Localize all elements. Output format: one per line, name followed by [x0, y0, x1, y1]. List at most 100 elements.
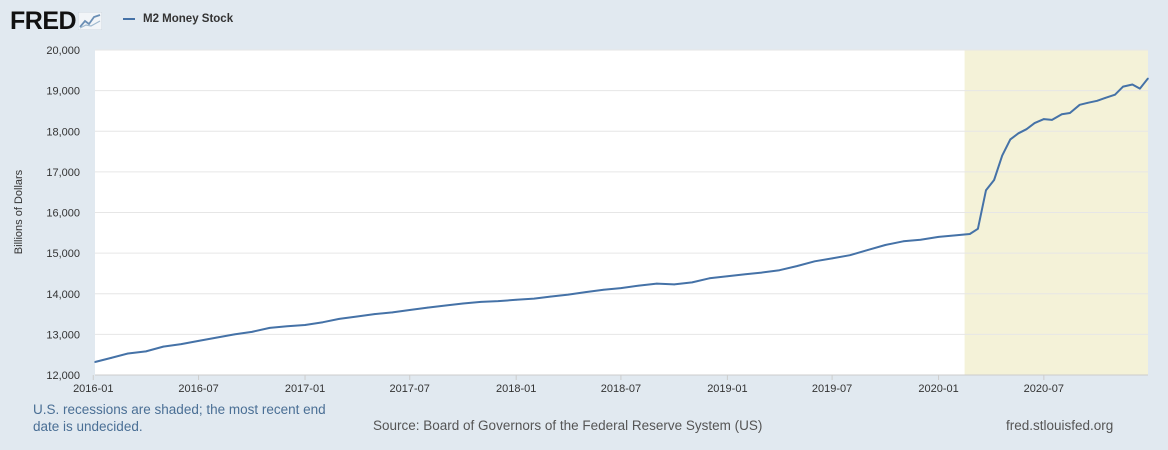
x-tick-label: 2017-01	[285, 383, 325, 395]
data-point	[760, 271, 763, 274]
data-point	[250, 331, 253, 333]
data-point	[726, 275, 729, 278]
data-point	[1001, 154, 1003, 157]
data-point	[1051, 119, 1053, 121]
data-point	[1060, 113, 1063, 115]
chart-legend: M2 Money Stock	[123, 13, 233, 25]
data-point	[515, 299, 517, 301]
legend-label-m2: M2 Money Stock	[143, 13, 234, 25]
x-tick-label: 2020-07	[1024, 383, 1064, 395]
data-point	[1104, 97, 1106, 99]
x-tick-label: 2020-01	[918, 383, 958, 395]
data-point	[919, 238, 922, 241]
data-point	[426, 306, 429, 309]
data-point	[462, 302, 464, 305]
trend-line-icon	[78, 12, 103, 30]
data-point	[567, 293, 570, 296]
data-point	[304, 324, 306, 326]
data-point	[444, 304, 447, 307]
data-point	[1009, 138, 1012, 141]
x-tick-label: 2017-07	[390, 383, 430, 395]
data-point	[620, 287, 622, 289]
data-point	[127, 352, 129, 355]
header: FRED	[10, 6, 103, 36]
data-point	[849, 254, 851, 256]
data-point	[497, 300, 500, 302]
data-point	[180, 343, 183, 345]
x-tick-label: 2018-07	[601, 383, 641, 395]
data-point	[286, 325, 288, 328]
y-tick-label: 20,000	[46, 45, 80, 57]
data-point	[110, 357, 112, 359]
x-tick-label: 2019-07	[812, 383, 852, 395]
data-point	[533, 297, 535, 300]
data-point	[480, 301, 482, 303]
data-point	[1025, 128, 1028, 131]
data-point	[813, 260, 816, 263]
data-point	[1114, 93, 1116, 96]
data-point	[1078, 104, 1081, 106]
data-point	[338, 318, 340, 320]
data-point	[902, 240, 905, 243]
data-point	[655, 282, 658, 285]
data-point	[1122, 85, 1124, 88]
data-point	[993, 179, 995, 181]
data-point	[549, 295, 552, 298]
data-point	[373, 313, 376, 315]
site-link[interactable]: fred.stlouisfed.org	[1006, 418, 1114, 433]
data-point	[215, 336, 218, 339]
y-tick-label: 15,000	[46, 248, 80, 260]
data-point	[691, 281, 693, 284]
data-point	[969, 233, 971, 235]
data-point	[937, 236, 940, 238]
fred-logo[interactable]: FRED	[10, 7, 103, 36]
data-point	[94, 361, 96, 363]
data-point	[145, 350, 147, 353]
line-chart: 12,000 13,000 14,000 15,000 16,000 17,000 18,0…	[46, 45, 1149, 395]
data-point	[1069, 112, 1071, 114]
y-tick-label: 13,000	[46, 329, 80, 341]
data-point	[584, 291, 587, 293]
y-tick-label: 12,000	[46, 370, 80, 382]
x-tick-label: 2019-01	[707, 383, 747, 395]
data-point	[197, 340, 200, 342]
x-tick-label: 2016-07	[178, 383, 218, 395]
data-point	[602, 288, 605, 291]
data-point	[708, 277, 711, 280]
x-tick-label: 2016-01	[73, 383, 113, 395]
data-point	[1017, 132, 1020, 135]
data-point	[977, 227, 979, 230]
data-point	[744, 273, 747, 276]
data-point	[356, 315, 358, 318]
data-point	[867, 249, 869, 251]
recession-note: U.S. recessions are shaded; the most rec…	[33, 402, 326, 434]
data-point	[391, 311, 394, 314]
x-tick-label: 2018-01	[496, 383, 536, 395]
data-point	[408, 309, 411, 311]
data-point	[162, 345, 165, 348]
y-tick-label: 17,000	[46, 167, 80, 179]
y-tick-label: 16,000	[46, 208, 80, 220]
data-point	[1096, 99, 1098, 102]
series-line-m2	[94, 77, 1149, 363]
data-point	[884, 244, 887, 246]
data-point	[985, 189, 987, 191]
y-tick-label: 19,000	[46, 86, 80, 98]
data-point	[268, 327, 271, 329]
data-point	[1043, 118, 1045, 120]
data-point	[233, 333, 236, 336]
data-point	[1139, 87, 1141, 90]
legend-swatch-m2	[123, 18, 135, 20]
y-tick-label: 18,000	[46, 126, 80, 138]
data-point	[638, 284, 640, 287]
data-point	[1131, 83, 1134, 86]
y-tick-label: 14,000	[46, 289, 80, 301]
data-point	[673, 283, 675, 286]
data-point	[955, 234, 958, 237]
data-point	[831, 257, 833, 260]
data-point	[322, 321, 324, 323]
data-point	[796, 265, 798, 267]
data-point	[1147, 77, 1149, 80]
data-point	[778, 269, 781, 271]
source-text: Source: Board of Governors of the Federa…	[373, 418, 763, 433]
